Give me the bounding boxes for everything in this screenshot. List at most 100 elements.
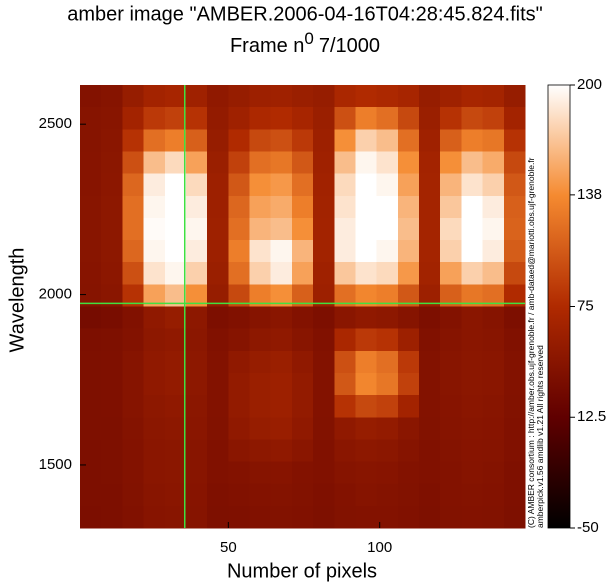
heatmap-cell	[503, 306, 526, 330]
heatmap-cell	[397, 173, 420, 197]
heatmap-cell	[207, 328, 229, 352]
heatmap-cell	[482, 461, 505, 485]
heatmap-cell	[228, 217, 251, 241]
heatmap-cell	[461, 240, 484, 263]
heatmap-cell	[80, 151, 102, 175]
heatmap-cell	[164, 195, 187, 219]
heatmap-cell	[80, 107, 102, 130]
heatmap-cell	[397, 417, 420, 440]
heatmap-cell	[355, 173, 378, 197]
heatmap-cell	[355, 439, 378, 463]
heatmap-cell	[313, 129, 335, 152]
heatmap-cell	[461, 217, 484, 241]
heatmap-cell	[164, 85, 187, 108]
heatmap-cell	[164, 328, 187, 352]
heatmap-cell	[185, 85, 208, 108]
heatmap-cell	[291, 395, 314, 418]
heatmap-cell	[207, 417, 229, 440]
heatmap-cell	[122, 284, 145, 307]
heatmap-cell	[270, 306, 293, 330]
heatmap-cell	[101, 372, 123, 396]
heatmap-cell	[440, 439, 462, 463]
heatmap-cell	[461, 461, 484, 485]
subtitle-superscript: 0	[304, 29, 313, 48]
heatmap-cell	[440, 195, 462, 219]
heatmap-cell	[355, 240, 378, 263]
heatmap-cell	[80, 372, 102, 396]
heatmap-cell	[419, 350, 441, 374]
heatmap-cell	[397, 195, 420, 219]
y-tick-label: 2500	[39, 115, 72, 132]
heatmap-cell	[228, 107, 251, 130]
heatmap-cell	[461, 483, 484, 507]
heatmap-cell	[334, 129, 356, 152]
heatmap-cell	[440, 173, 462, 197]
heatmap-cell	[334, 417, 356, 440]
x-tick-label: 100	[367, 539, 392, 556]
heatmap-cell	[419, 151, 441, 175]
heatmap-cell	[122, 461, 145, 485]
heatmap-cell	[376, 306, 399, 330]
heatmap-cell	[313, 217, 335, 241]
heatmap-cell	[334, 328, 356, 352]
heatmap-cell	[482, 129, 505, 152]
heatmap-cell	[207, 217, 229, 241]
heatmap-cell	[122, 372, 145, 396]
heatmap-cell	[101, 439, 123, 463]
heatmap-cell	[376, 129, 399, 152]
heatmap-cell	[440, 107, 462, 130]
heatmap-cell	[249, 173, 272, 197]
heatmap-cell	[249, 372, 272, 396]
heatmap-cell	[376, 395, 399, 418]
heatmap-cell	[355, 328, 378, 352]
heatmap-cell	[440, 151, 462, 175]
heatmap-cell	[122, 151, 145, 175]
heatmap-cell	[185, 262, 208, 285]
heatmap-cell	[482, 217, 505, 241]
heatmap-cell	[503, 505, 526, 529]
heatmap-cell	[334, 439, 356, 463]
heatmap-cell	[291, 417, 314, 440]
heatmap-cell	[80, 505, 102, 529]
heatmap-cell	[419, 461, 441, 485]
heatmap-cell	[313, 284, 335, 307]
heatmap-cell	[291, 483, 314, 507]
heatmap-cell	[355, 505, 378, 529]
heatmap-cell	[461, 417, 484, 440]
heatmap-cell	[291, 240, 314, 263]
heatmap-cell	[185, 439, 208, 463]
heatmap-cell	[376, 195, 399, 219]
heatmap-cell	[334, 461, 356, 485]
heatmap-cell	[334, 195, 356, 219]
heatmap-cell	[482, 350, 505, 374]
heatmap-cell	[440, 483, 462, 507]
heatmap-cell	[313, 505, 335, 529]
heatmap-cell	[185, 461, 208, 485]
heatmap-cell	[185, 151, 208, 175]
heatmap-cell	[270, 240, 293, 263]
heatmap-cell	[270, 350, 293, 374]
heatmap-cell	[270, 439, 293, 463]
heatmap-cell	[164, 395, 187, 418]
heatmap-cell	[291, 505, 314, 529]
heatmap-cell	[143, 372, 166, 396]
colorbar-tick-label: 138	[577, 186, 602, 203]
heatmap-cell	[503, 240, 526, 263]
heatmap-cell	[101, 417, 123, 440]
heatmap-cell	[440, 395, 462, 418]
heatmap-cell	[313, 372, 335, 396]
heatmap-cell	[228, 417, 251, 440]
heatmap-cell	[397, 372, 420, 396]
heatmap-cell	[207, 240, 229, 263]
heatmap-cell	[376, 240, 399, 263]
heatmap-cell	[143, 107, 166, 130]
credits: (C) AMBER consortium : http://amber.obs.…	[526, 157, 545, 528]
heatmap-cell	[101, 284, 123, 307]
heatmap-cell	[101, 483, 123, 507]
heatmap-cell	[228, 195, 251, 219]
heatmap-cell	[80, 173, 102, 197]
heatmap-cell	[461, 328, 484, 352]
heatmap-cell	[313, 151, 335, 175]
heatmap-cell	[503, 439, 526, 463]
